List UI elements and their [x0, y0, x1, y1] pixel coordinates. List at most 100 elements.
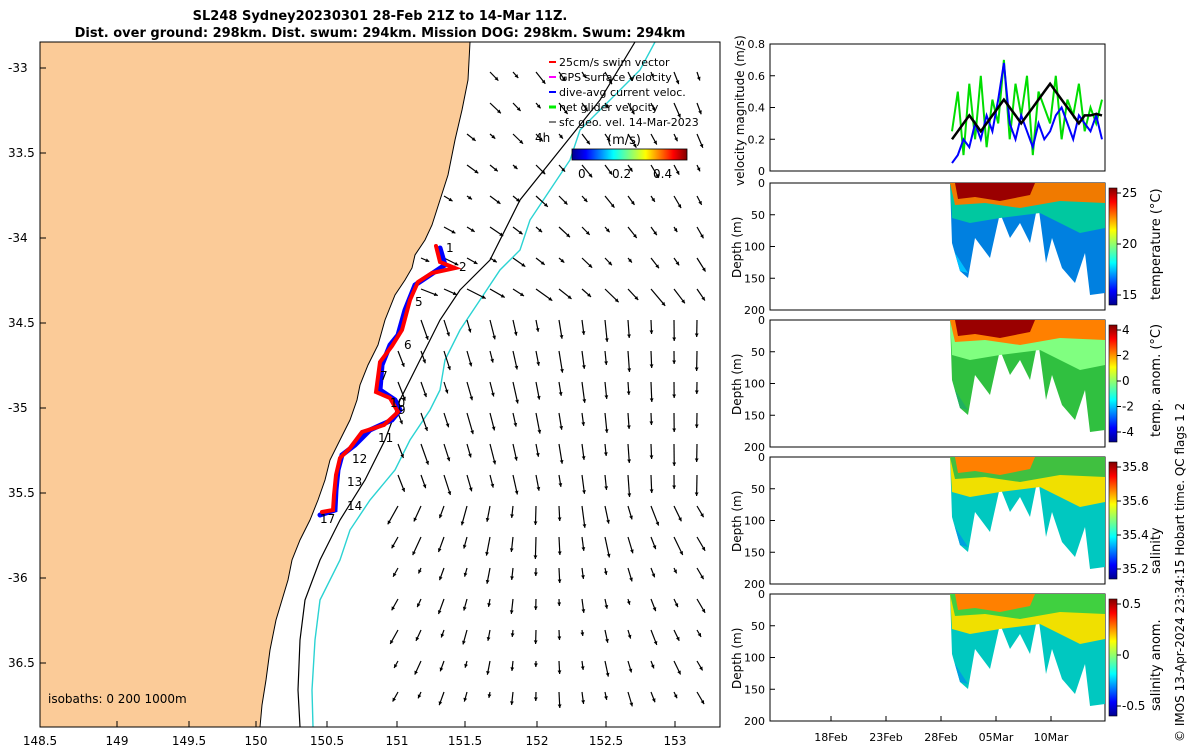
velocity-arrowhead — [399, 420, 403, 425]
velocity-arrowhead — [651, 197, 655, 202]
svg-text:14: 14 — [347, 499, 362, 513]
velocity-arrowhead — [604, 429, 609, 433]
velocity-arrowhead — [538, 228, 543, 233]
land-mass — [40, 42, 471, 727]
velocity-arrowhead — [536, 104, 541, 109]
velocity-arrowhead — [675, 636, 680, 641]
velocity-arrowhead — [700, 513, 704, 518]
velocity-arrowhead — [628, 258, 632, 263]
velocity-arrowhead — [581, 331, 586, 335]
velocity-arrowhead — [567, 295, 572, 299]
lon-tick-label: 148.5 — [23, 734, 57, 748]
svg-text:12: 12 — [352, 452, 367, 466]
velocity-arrowhead — [468, 453, 472, 458]
velocity-arrowhead — [518, 230, 523, 235]
velocity-arrowhead — [650, 664, 655, 669]
velocity-arrowhead — [584, 107, 588, 112]
velocity-arrowhead — [673, 694, 678, 699]
velocity-arrowhead — [673, 228, 678, 233]
velocity-arrowhead — [581, 365, 586, 369]
velocity-arrowhead — [580, 666, 585, 670]
velocity-arrowhead — [490, 358, 494, 363]
velocity-arrowhead — [614, 298, 619, 303]
velocity-arrowhead — [606, 137, 611, 142]
velocity-arrowhead — [701, 296, 705, 301]
velocity-arrowhead — [510, 667, 515, 671]
velocity-arrowhead — [437, 548, 442, 553]
velocity-arrowhead — [604, 695, 608, 700]
svg-text:0: 0 — [578, 167, 586, 181]
depth-tick-label: 50 — [751, 620, 765, 633]
velocity-arrowhead — [606, 519, 610, 524]
isobath-200 — [297, 42, 636, 727]
vel-ytick-label: 0.8 — [748, 38, 766, 51]
velocity-arrowhead — [632, 143, 637, 148]
velocity-arrowhead — [563, 110, 568, 115]
velocity-arrowhead — [672, 485, 677, 489]
velocity-arrowhead — [494, 76, 499, 81]
title-line1: SL248 Sydney20230301 28-Feb 21Z to 14-Ma… — [192, 9, 568, 24]
velocity-arrowhead — [447, 366, 451, 371]
velocity-arrowhead — [514, 490, 519, 495]
velocity-arrowhead — [535, 452, 540, 457]
velocity-arrowhead — [470, 430, 474, 435]
velocity-arrowhead — [541, 79, 546, 84]
velocity-arrowhead — [649, 489, 654, 493]
velocity-arrowhead — [560, 368, 564, 373]
velocity-arrowhead — [604, 104, 609, 109]
velocity-arrowhead — [447, 491, 452, 495]
velocity-arrowhead — [481, 295, 486, 299]
colorbar-label: salinity — [1149, 527, 1164, 574]
velocity-arrowhead — [655, 521, 660, 526]
lon-tick-label: 152.5 — [589, 734, 623, 748]
velocity-arrowhead — [604, 361, 608, 365]
section-colorbar — [1108, 598, 1118, 717]
depth-tick-label: 150 — [744, 546, 765, 559]
colorbar-label: temp. anom. (°C) — [1149, 324, 1164, 437]
velocity-arrowhead — [485, 551, 489, 556]
velocity-arrowhead — [474, 169, 479, 174]
velocity-arrowhead — [557, 579, 562, 583]
velocity-arrowhead — [559, 334, 564, 339]
time-tick-label: 10Mar — [1034, 731, 1069, 744]
velocity-arrowhead — [557, 636, 562, 640]
velocity-arrowhead — [673, 569, 677, 574]
depth-tick-label: 200 — [744, 578, 765, 591]
lon-tick-label: 150 — [245, 734, 268, 748]
velocity-arrowhead — [513, 422, 518, 427]
velocity-arrowhead — [401, 362, 405, 367]
velocity-arrowhead — [516, 198, 520, 202]
colorbar-tick-label: -4 — [1122, 425, 1134, 439]
velocity-arrowhead — [581, 609, 586, 613]
svg-text:(m/s): (m/s) — [607, 133, 641, 148]
velocity-arrowhead — [514, 365, 519, 370]
velocity-arrowhead — [606, 553, 611, 558]
velocity-arrowhead — [452, 291, 457, 296]
velocity-arrowhead — [401, 487, 406, 492]
velocity-arrowhead — [701, 608, 706, 613]
velocity-arrowhead — [583, 198, 588, 202]
map-panel: 1 2 5 6 7 9 10 11 12 13 14 17 4h 148.5 14… — [8, 41, 721, 748]
lat-tick-label: 35.5 — [8, 486, 35, 500]
velocity-arrowhead — [608, 170, 613, 175]
velocity-arrowhead — [652, 607, 657, 612]
velocity-arrowhead — [490, 392, 495, 397]
velocity-arrowhead — [510, 514, 514, 518]
velocity-arrowhead — [463, 572, 468, 577]
velocity-arrowhead — [679, 551, 683, 556]
velocity-arrowhead — [674, 137, 678, 142]
velocity-arrowhead — [649, 330, 654, 334]
lat-tick-label: 34.5 — [8, 316, 35, 330]
velocity-arrowhead — [700, 234, 704, 239]
colorbar-tick-label: 2 — [1122, 349, 1130, 363]
depth-tick-label: 0 — [758, 588, 765, 601]
velocity-arrowhead — [603, 571, 608, 575]
velocity-arrowhead — [559, 426, 564, 430]
velocity-arrowhead — [417, 694, 422, 699]
velocity-arrowhead — [412, 551, 416, 556]
depth-tick-label: 0 — [758, 177, 765, 190]
velocity-arrowhead — [649, 398, 654, 402]
footer-imos: © IMOS 13-Apr-2024 23:34:15 Hobart time.… — [1173, 403, 1187, 742]
velocity-arrowhead — [678, 517, 682, 522]
velocity-arrowhead — [698, 200, 702, 205]
